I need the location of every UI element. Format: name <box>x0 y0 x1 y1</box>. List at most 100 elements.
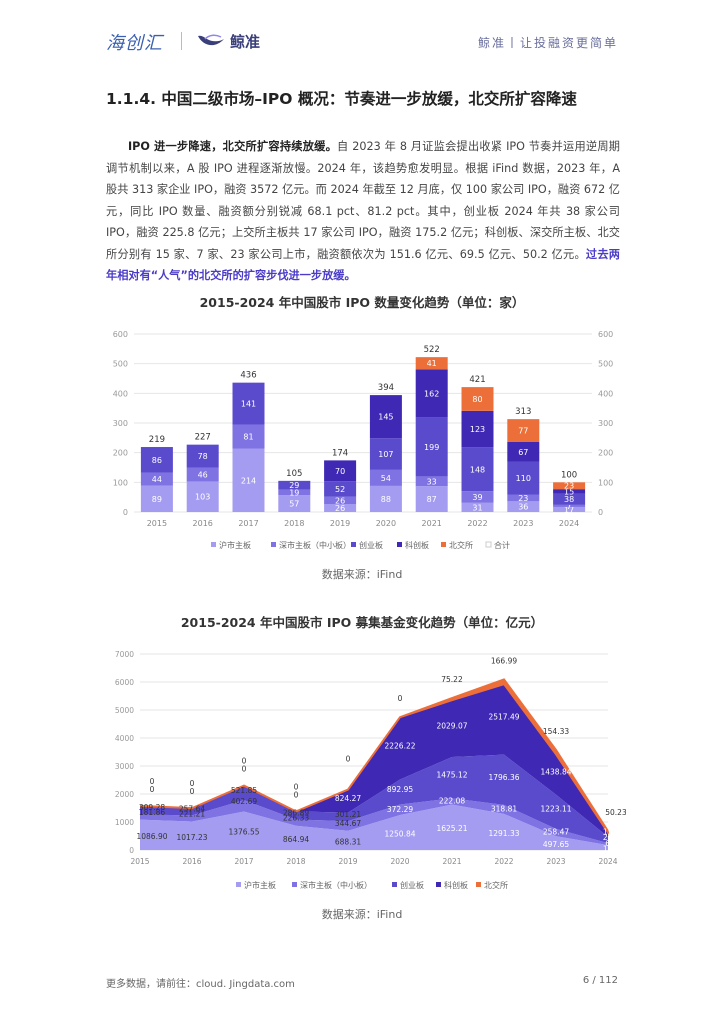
logo-divider <box>181 32 182 50</box>
bar-segment <box>278 489 311 496</box>
bar-segment <box>278 480 311 490</box>
bar-total-label: 522 <box>424 345 440 355</box>
bar-value-label: 23 <box>564 482 574 491</box>
bar-total-label: 105 <box>286 469 302 479</box>
y-tick-label: 6000 <box>115 678 134 687</box>
bar-value-label: 44 <box>152 475 162 484</box>
bar-segment <box>369 485 402 512</box>
legend-swatch <box>436 882 441 887</box>
bar-value-label: 41 <box>427 359 437 368</box>
body-paragraph: IPO 进一步降速，北交所扩容持续放缓。自 2023 年 8 月证监会提出收紧 … <box>106 136 620 287</box>
legend-swatch <box>485 541 492 548</box>
bar-segment <box>507 494 540 502</box>
area-value-label: 69.53 <box>605 839 626 848</box>
bar-segment <box>507 501 540 512</box>
x-tick-label: 2019 <box>338 857 357 866</box>
legend-swatch <box>211 542 216 547</box>
y-tick-right: 400 <box>598 389 613 398</box>
footer-link[interactable]: 更多数据，请前往：cloud. Jingdata.com <box>106 979 295 990</box>
bar-value-label: 107 <box>378 450 393 459</box>
page-header: 海创汇 鲸准 鲸准丨让投融资更简单 <box>0 0 724 70</box>
bar-segment <box>507 419 540 442</box>
y-tick-label: 3000 <box>115 762 134 771</box>
legend-swatch <box>397 542 402 547</box>
x-tick-label: 2019 <box>330 519 350 528</box>
y-tick-label: 2000 <box>115 790 134 799</box>
paragraph-highlight: 过去两年相对有“人气”的北交所的扩容步伐进一步放缓。 <box>106 247 620 283</box>
bar-value-label: 67 <box>518 448 528 457</box>
y-tick-label: 1000 <box>115 818 134 827</box>
bar-value-label: 54 <box>381 474 391 483</box>
area-value-label: 0 <box>150 785 155 794</box>
legend-label: 创业板 <box>359 540 383 550</box>
area-value-label: 824.27 <box>335 794 361 803</box>
bar-segment <box>461 387 494 411</box>
area-value-label: 166.99 <box>491 656 517 665</box>
area-value-label: 521.85 <box>231 786 257 795</box>
bar-value-label: 103 <box>195 493 210 502</box>
area-value-label: 0 <box>242 765 247 774</box>
bar-segment <box>507 441 540 462</box>
legend-swatch <box>392 882 397 887</box>
x-tick-label: 2020 <box>376 519 396 528</box>
legend-swatch <box>271 542 276 547</box>
bar-segment <box>186 467 219 482</box>
bar-value-label: 148 <box>470 465 485 474</box>
chart2-source: 数据来源：iFind <box>321 908 403 921</box>
x-tick-label: 2018 <box>286 857 305 866</box>
area-value-label: 497.65 <box>543 840 569 849</box>
y-tick-right: 100 <box>598 478 613 487</box>
legend-swatch <box>476 882 481 887</box>
x-tick-label: 2017 <box>238 519 258 528</box>
ipo-count-chart: 0 0 100 100 200 200 300 300 400 400 500 500 600 600 89… <box>113 330 614 550</box>
area-layer <box>140 798 608 846</box>
x-tick-label: 2020 <box>390 857 409 866</box>
y-tick-label: 0 <box>129 846 134 855</box>
area-value-label: 0 <box>294 790 299 799</box>
bar-value-label: 7 <box>567 502 572 511</box>
legend-label: 合计 <box>494 540 510 550</box>
bar-segment <box>461 410 494 448</box>
bar-total-label: 227 <box>195 433 211 443</box>
bar-total-label: 394 <box>378 383 394 393</box>
area-value-label: 286.89 <box>283 808 309 817</box>
bar-value-label: 162 <box>424 389 439 398</box>
bar-segment <box>140 485 173 512</box>
area-value-label: 301.21 <box>335 810 361 819</box>
bar-segment <box>369 438 402 470</box>
bar-value-label: 26 <box>335 496 345 505</box>
bar-segment <box>553 489 586 494</box>
area-value-label: 258.47 <box>543 827 569 836</box>
legend-swatch <box>441 542 446 547</box>
area-value-label: 1475.12 <box>436 771 467 780</box>
area-layer <box>139 678 609 836</box>
y-tick-right: 200 <box>598 449 613 458</box>
legend-label: 北交所 <box>449 540 473 550</box>
bar-value-label: 29 <box>289 481 299 490</box>
area-layer <box>140 804 608 850</box>
bar-value-label: 57 <box>289 500 299 509</box>
bar-value-label: 214 <box>241 476 256 485</box>
page-number: 6 / 112 <box>582 975 618 986</box>
legend-label: 创业板 <box>400 880 424 890</box>
legend-label: 科创板 <box>444 880 468 890</box>
y-tick-right: 0 <box>598 508 603 517</box>
x-tick-label: 2024 <box>559 519 579 528</box>
bar-segment <box>415 369 448 418</box>
y-tick-right: 300 <box>598 419 613 428</box>
area-value-label: 318.81 <box>491 804 517 813</box>
bar-value-label: 123 <box>470 425 485 434</box>
bar-total-label: 174 <box>332 448 348 458</box>
bar-total-label: 421 <box>469 375 485 385</box>
y-tick-left: 400 <box>113 389 128 398</box>
bar-segment <box>369 469 402 486</box>
bar-value-label: 78 <box>198 452 208 461</box>
area-value-label: 181.86 <box>139 808 165 817</box>
bar-segment <box>140 447 173 473</box>
legend-label: 沪市主板 <box>219 540 251 550</box>
area-value-label: 0 <box>398 694 403 703</box>
area-value-label: 1291.33 <box>488 829 519 838</box>
paragraph-body: 自 2023 年 8 月证监会提出收紧 IPO 节奏并运用逆周期调节机制以来，A… <box>106 140 620 261</box>
whale-icon <box>198 34 224 46</box>
area-value-label: 1223.11 <box>540 805 571 814</box>
